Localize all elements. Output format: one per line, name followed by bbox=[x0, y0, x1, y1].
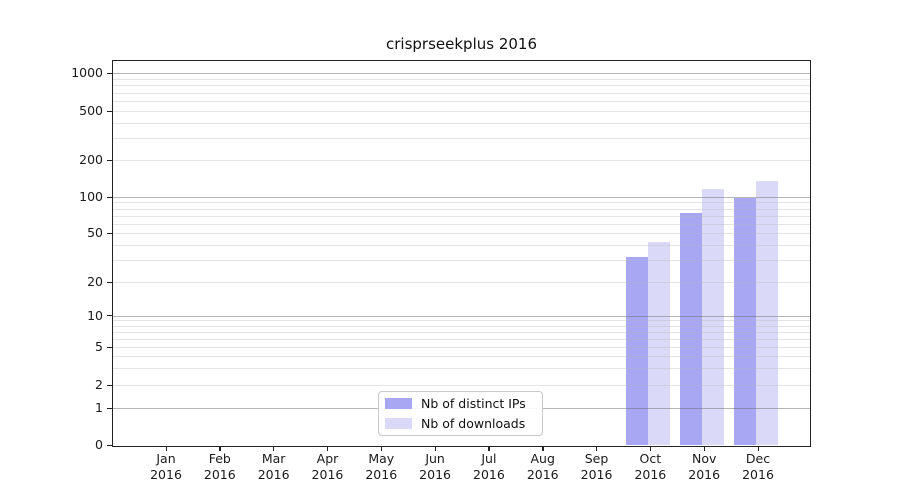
y-tick-label: 500 bbox=[79, 103, 103, 118]
legend-swatch-distinct-ips-icon bbox=[385, 398, 412, 409]
bar-dec-downloads bbox=[756, 180, 778, 445]
x-tick-label-month: Nov bbox=[691, 451, 717, 466]
x-tick bbox=[326, 446, 329, 451]
legend-swatch-downloads-icon bbox=[385, 418, 412, 429]
x-tick-label: Dec 2016 bbox=[726, 451, 790, 483]
x-tick-label: Mar 2016 bbox=[242, 451, 306, 483]
x-tick-label-year: 2016 bbox=[580, 467, 613, 482]
y-tick-label: 5 bbox=[95, 339, 103, 354]
bar-dec-distinct-ips bbox=[734, 198, 756, 445]
x-tick-label-year: 2016 bbox=[150, 467, 182, 482]
x-tick-label-month: Feb bbox=[208, 451, 231, 466]
y-tick bbox=[107, 72, 112, 74]
x-tick bbox=[380, 446, 383, 451]
x-tick-label-month: Apr bbox=[316, 451, 339, 466]
x-tick-label: Jun 2016 bbox=[403, 451, 467, 483]
y-tick-label: 10 bbox=[87, 307, 103, 323]
y-tick bbox=[107, 110, 112, 112]
y-tick bbox=[107, 281, 112, 283]
y-tick-label: 100 bbox=[79, 189, 103, 204]
y-tick bbox=[107, 384, 112, 386]
x-tick-label: Aug 2016 bbox=[511, 451, 575, 483]
bar-oct-downloads bbox=[648, 242, 671, 445]
bars-layer bbox=[113, 61, 810, 446]
x-tick bbox=[219, 446, 221, 451]
x-tick-label-year: 2016 bbox=[634, 467, 667, 482]
x-tick-label-month: Dec bbox=[745, 451, 771, 466]
x-tick-label: Jan 2016 bbox=[134, 451, 198, 483]
x-tick-label-month: May bbox=[368, 451, 395, 466]
x-tick-label: Oct 2016 bbox=[618, 451, 682, 483]
y-tick-label: 1000 bbox=[71, 65, 103, 80]
y-tick bbox=[107, 444, 112, 446]
x-tick-label: May 2016 bbox=[349, 451, 413, 483]
x-tick-label-month: Mar bbox=[261, 451, 286, 466]
y-tick bbox=[107, 346, 112, 348]
y-tick bbox=[107, 232, 112, 234]
x-tick bbox=[649, 446, 652, 451]
legend-label-downloads: Nb of downloads bbox=[421, 416, 526, 431]
x-tick-label-month: Aug bbox=[530, 451, 555, 466]
bar-nov-distinct-ips bbox=[680, 213, 703, 445]
x-tick bbox=[542, 446, 544, 451]
x-tick-label-year: 2016 bbox=[526, 467, 559, 482]
x-tick bbox=[596, 446, 598, 451]
x-tick-label-month: Sep bbox=[584, 451, 609, 466]
y-tick-label: 2 bbox=[95, 377, 103, 392]
y-tick bbox=[107, 315, 112, 317]
x-tick-label-year: 2016 bbox=[688, 467, 721, 482]
x-tick-label-year: 2016 bbox=[365, 467, 398, 482]
legend-label-distinct-ips: Nb of distinct IPs bbox=[421, 396, 526, 411]
y-tick bbox=[107, 407, 112, 409]
bar-oct-distinct-ips bbox=[626, 256, 649, 445]
legend: Nb of distinct IPs Nb of downloads bbox=[378, 391, 543, 436]
x-tick-label-year: 2016 bbox=[311, 467, 344, 482]
x-tick-label: Nov 2016 bbox=[672, 451, 736, 483]
x-tick-label: Feb 2016 bbox=[188, 451, 252, 483]
y-tick-label: 20 bbox=[87, 274, 103, 289]
x-tick-label-year: 2016 bbox=[419, 467, 451, 482]
y-tick-label: 0 bbox=[95, 437, 103, 452]
x-tick bbox=[757, 446, 759, 451]
x-tick-label: Jul 2016 bbox=[457, 451, 521, 483]
y-tick bbox=[107, 196, 112, 198]
x-tick bbox=[165, 446, 167, 451]
x-tick-label-month: Jun bbox=[425, 451, 445, 466]
plot-area bbox=[112, 60, 811, 447]
x-tick bbox=[273, 446, 275, 451]
x-tick-label-month: Jul bbox=[481, 451, 497, 466]
x-tick-label-month: Jan bbox=[156, 451, 176, 466]
legend-entry-distinct-ips: Nb of distinct IPs bbox=[385, 396, 536, 411]
bar-nov-downloads bbox=[702, 189, 725, 445]
x-tick-label-year: 2016 bbox=[473, 467, 505, 482]
x-tick-label-month: Oct bbox=[639, 451, 662, 466]
y-tick-label: 1 bbox=[95, 400, 103, 415]
x-tick-label-year: 2016 bbox=[257, 467, 290, 482]
legend-entry-downloads: Nb of downloads bbox=[385, 416, 536, 431]
y-tick bbox=[107, 159, 112, 161]
chart-title: crisprseekplus 2016 bbox=[386, 35, 537, 53]
y-tick-label: 200 bbox=[79, 152, 103, 167]
x-tick-label: Apr 2016 bbox=[295, 451, 359, 483]
x-tick bbox=[434, 446, 436, 451]
x-tick-label-year: 2016 bbox=[742, 467, 774, 482]
x-tick bbox=[488, 446, 490, 451]
x-tick-label: Sep 2016 bbox=[565, 451, 629, 483]
x-tick bbox=[703, 446, 705, 451]
x-tick-label-year: 2016 bbox=[203, 467, 236, 482]
y-tick-label: 50 bbox=[87, 225, 103, 240]
